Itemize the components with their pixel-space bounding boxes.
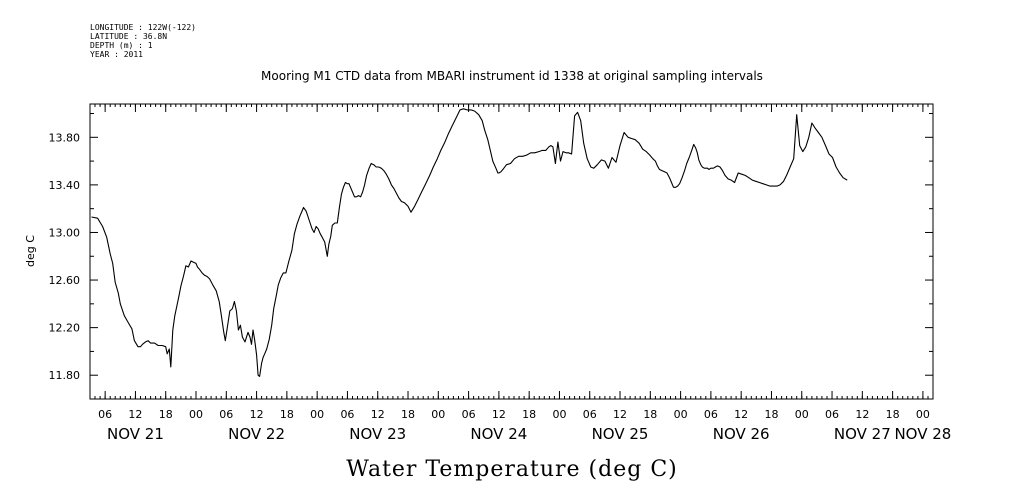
x-hour-label: 06 [98, 408, 112, 421]
x-hour-label: 18 [280, 408, 294, 421]
x-hour-label: 12 [492, 408, 506, 421]
x-hour-label: 00 [431, 408, 445, 421]
depth-text: DEPTH (m) : 1 [90, 41, 153, 50]
y-tick-label: 11.80 [49, 369, 81, 382]
x-day-label: NOV 26 [713, 425, 770, 443]
minor-ticks [89, 104, 934, 399]
latitude-text: LATITUDE : 36.8N [90, 32, 167, 41]
y-tick-label: 13.40 [49, 179, 81, 192]
x-hour-label: 18 [522, 408, 536, 421]
bottom-variable-label: Water Temperature (deg C) [346, 457, 678, 482]
header-info: LONGITUDE : 122W(-122) LATITUDE : 36.8N … [90, 23, 196, 59]
y-tick-label: 13.80 [49, 131, 81, 144]
x-hour-label: 00 [552, 408, 566, 421]
x-hour-label: 12 [613, 408, 627, 421]
x-hour-label: 06 [462, 408, 476, 421]
x-hour-label: 06 [825, 408, 839, 421]
x-hour-label: 18 [643, 408, 657, 421]
plot-frame [89, 103, 934, 400]
x-hour-label: 12 [250, 408, 264, 421]
x-hour-label: 18 [764, 408, 778, 421]
x-hour-label: 00 [916, 408, 930, 421]
x-hour-label: 18 [886, 408, 900, 421]
minor-tick-marks [89, 104, 934, 399]
y-axis: 11.80 12.20 12.60 13.00 13.40 13.80 [49, 113, 933, 400]
x-day-label: NOV 21 [107, 425, 164, 443]
x-day-label: NOV 28 [894, 425, 951, 443]
y-tick-label: 12.60 [49, 274, 81, 287]
y-axis-label: deg C [24, 235, 37, 267]
y-tick-label: 13.00 [49, 226, 81, 239]
x-hour-label: 00 [310, 408, 324, 421]
x-hour-label: 12 [371, 408, 385, 421]
x-day-label: NOV 22 [228, 425, 285, 443]
x-hour-label: 18 [159, 408, 173, 421]
x-day-label: NOV 27 [834, 425, 891, 443]
x-hour-label: 00 [674, 408, 688, 421]
x-hour-label: 12 [734, 408, 748, 421]
x-axis: 06 12 18 00 06 12 18 00 06 12 18 00 06 12 18 00 06 12 18 00… [98, 104, 951, 443]
x-day-label: NOV 24 [470, 425, 527, 443]
x-hour-label: 12 [855, 408, 869, 421]
x-hour-label: 00 [795, 408, 809, 421]
x-hour-label: 18 [401, 408, 415, 421]
series-line-temperature [91, 108, 848, 377]
x-hour-label: 12 [128, 408, 142, 421]
chart-title: Mooring M1 CTD data from MBARI instrumen… [261, 69, 763, 83]
x-hour-label: 00 [189, 408, 203, 421]
x-day-label: NOV 23 [349, 425, 406, 443]
x-hour-label: 06 [219, 408, 233, 421]
x-day-label: NOV 25 [592, 425, 649, 443]
x-hour-label: 06 [704, 408, 718, 421]
longitude-text: LONGITUDE : 122W(-122) [90, 23, 196, 32]
y-tick-label: 12.20 [49, 322, 81, 335]
series-group [91, 108, 848, 377]
x-hour-label: 06 [583, 408, 597, 421]
x-hour-label: 06 [340, 408, 354, 421]
year-text: YEAR : 2011 [90, 50, 143, 59]
